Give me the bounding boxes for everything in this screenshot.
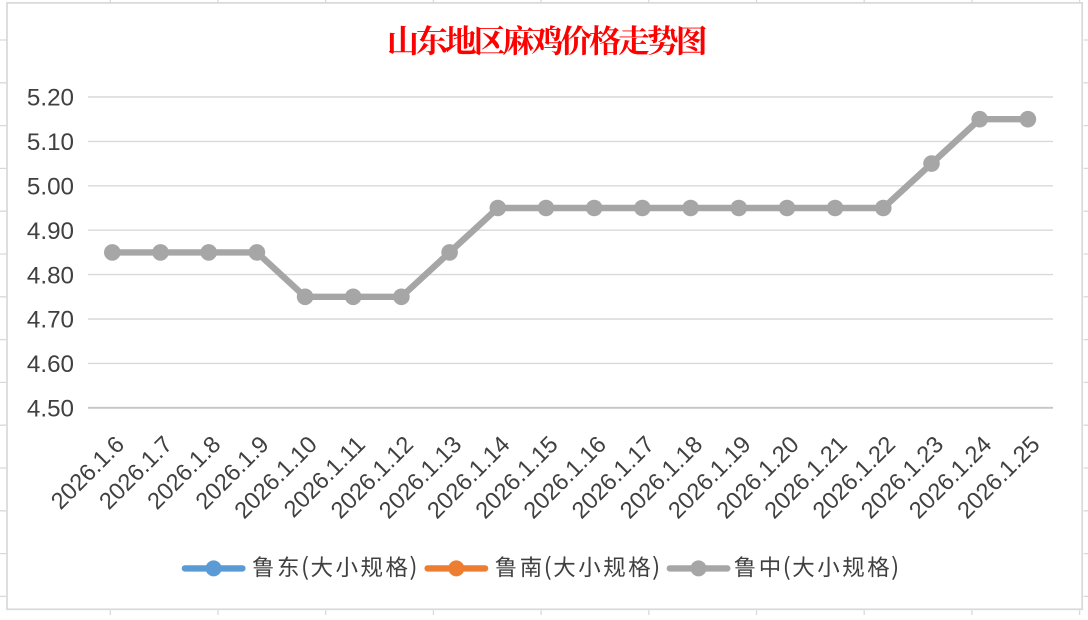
svg-text:4.70: 4.70 <box>27 307 74 334</box>
svg-text:4.80: 4.80 <box>27 262 74 289</box>
svg-text:5.00: 5.00 <box>27 174 74 201</box>
svg-text:4.60: 4.60 <box>27 351 74 378</box>
svg-text:5.10: 5.10 <box>27 129 74 156</box>
svg-text:4.50: 4.50 <box>27 396 74 423</box>
svg-text:4.90: 4.90 <box>27 218 74 245</box>
svg-text:5.20: 5.20 <box>27 85 74 112</box>
